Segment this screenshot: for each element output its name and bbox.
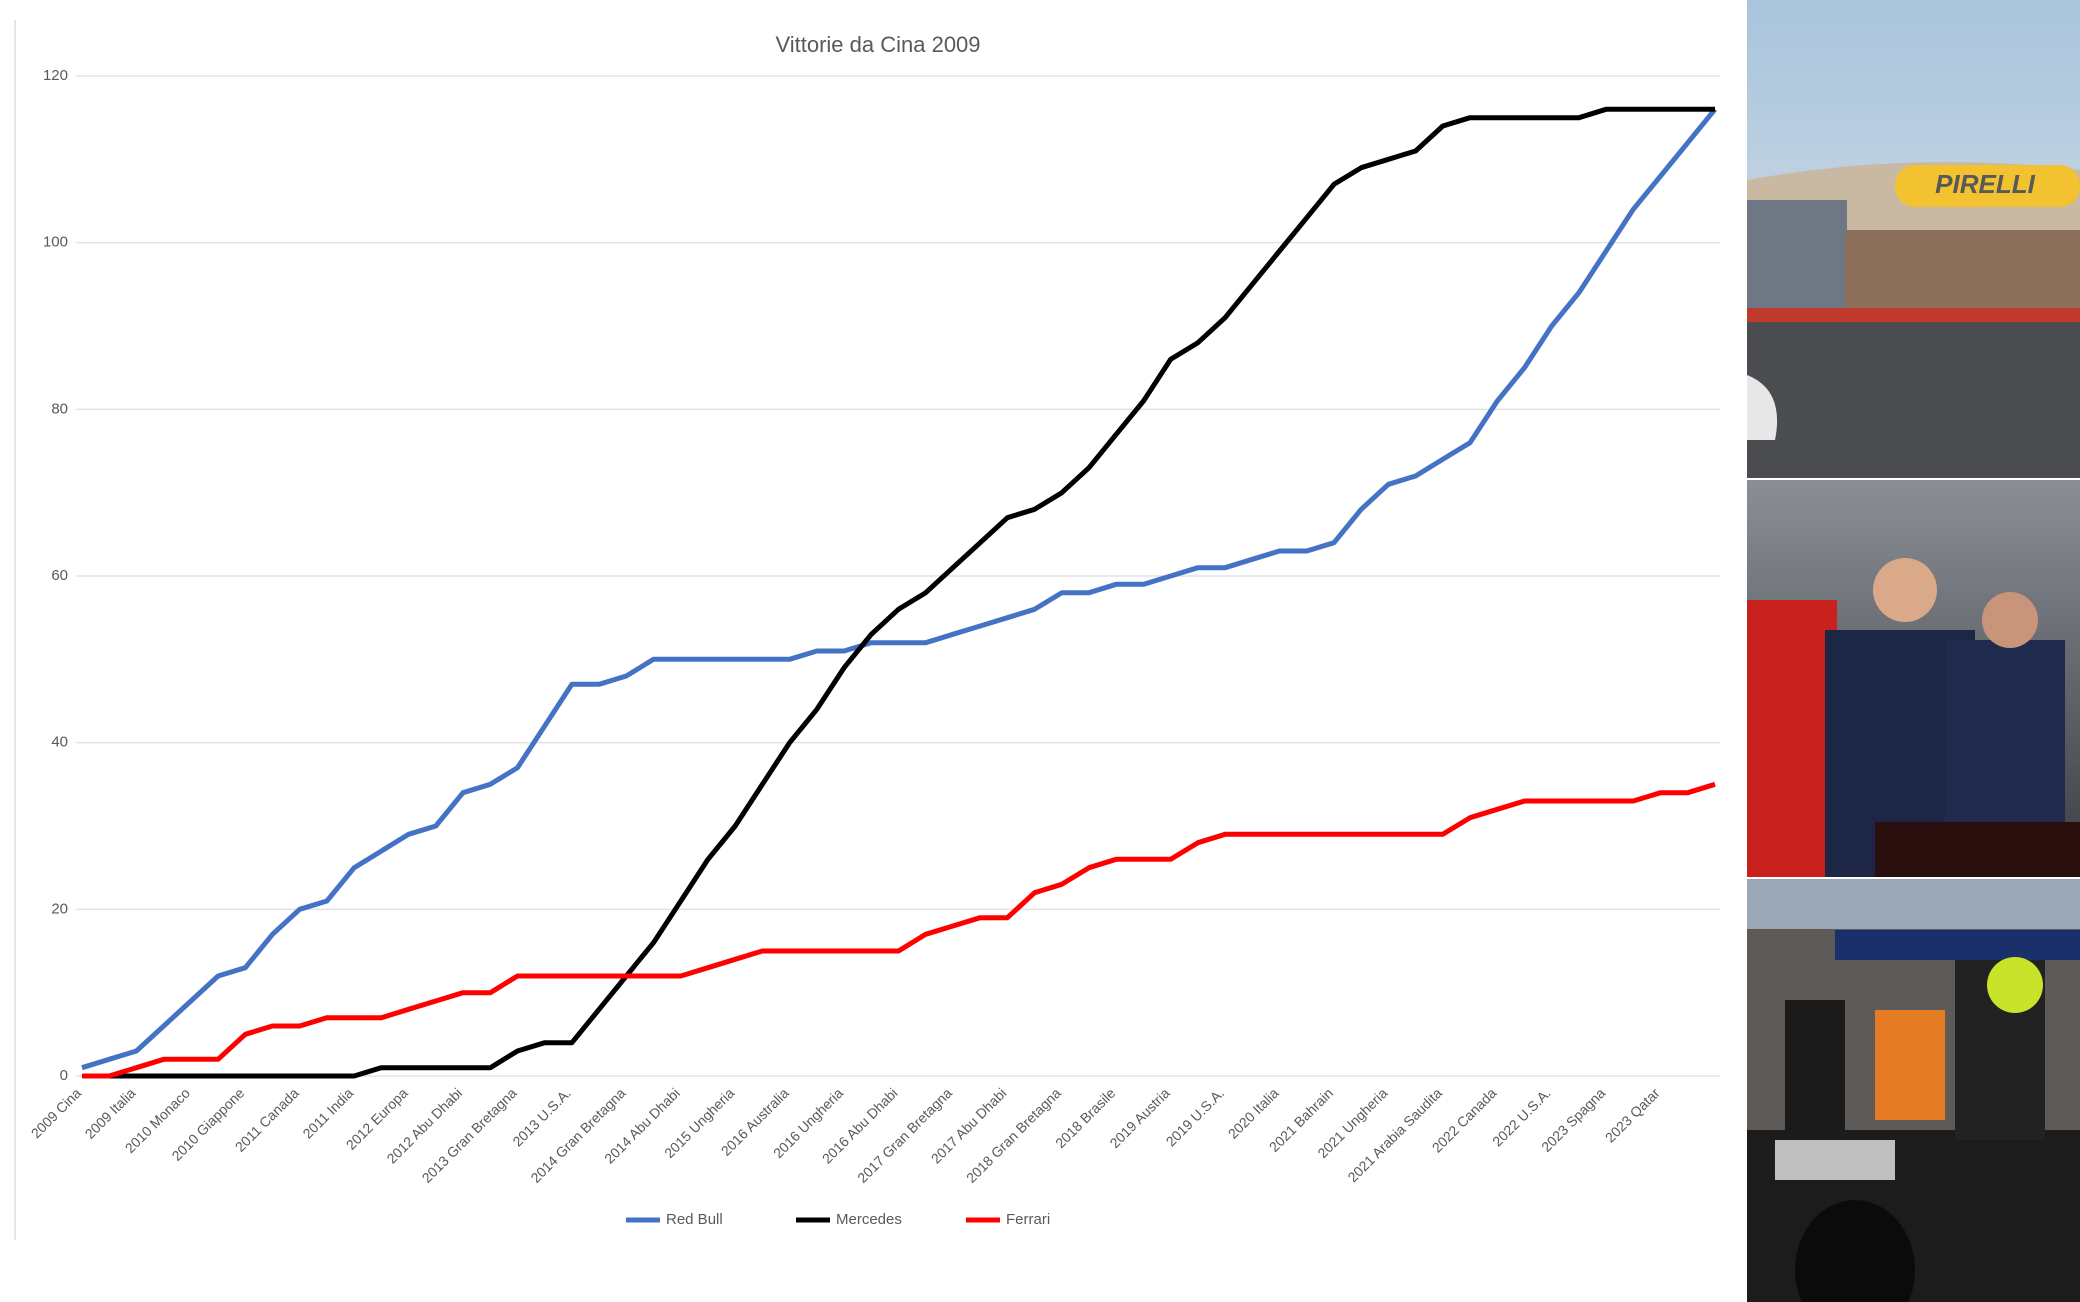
x-tick-label: 2018 Gran Bretagna (963, 1085, 1064, 1186)
x-tick-label: 2013 Gran Bretagna (419, 1085, 520, 1186)
chart-title: Vittorie da Cina 2009 (775, 32, 980, 57)
y-tick-label: 80 (51, 400, 68, 417)
x-tick-label: 2023 Qatar (1602, 1085, 1663, 1146)
photo-column: PIRELLI (1747, 0, 2080, 1302)
x-tick-label: 2017 Gran Bretagna (854, 1085, 955, 1186)
y-tick-label: 0 (60, 1067, 68, 1084)
photo-pitlane (1747, 879, 2080, 1302)
x-tick-label: 2009 Italia (82, 1085, 139, 1142)
x-tick-label: 2014 Gran Bretagna (527, 1085, 628, 1186)
y-tick-label: 20 (51, 900, 68, 917)
svg-text:PIRELLI: PIRELLI (1935, 169, 2035, 199)
legend-label: Ferrari (1006, 1211, 1050, 1228)
series-line (82, 781, 1716, 1079)
x-tick-label: 2020 Italia (1225, 1085, 1282, 1142)
y-tick-label: 120 (43, 67, 68, 84)
x-tick-label: 2009 Cina (28, 1085, 85, 1142)
legend-label: Red Bull (666, 1211, 723, 1228)
y-tick-label: 60 (51, 567, 68, 584)
x-tick-label: 2019 U.S.A. (1163, 1085, 1228, 1150)
photo-drivers (1747, 480, 2080, 877)
x-tick-label: 2011 India (299, 1085, 356, 1142)
y-tick-label: 40 (51, 734, 68, 751)
series-line (82, 106, 1715, 1079)
x-tick-label: 2021 Arabia Saudita (1344, 1085, 1445, 1186)
chart: Vittorie da Cina 2009 0 20 40 60 80 100 120 200… (14, 20, 1720, 1240)
y-tick-label: 100 (43, 234, 68, 251)
series-line (81, 107, 1717, 1071)
photo-circuit: PIRELLI (1747, 0, 2080, 478)
legend-label: Mercedes (836, 1211, 902, 1228)
